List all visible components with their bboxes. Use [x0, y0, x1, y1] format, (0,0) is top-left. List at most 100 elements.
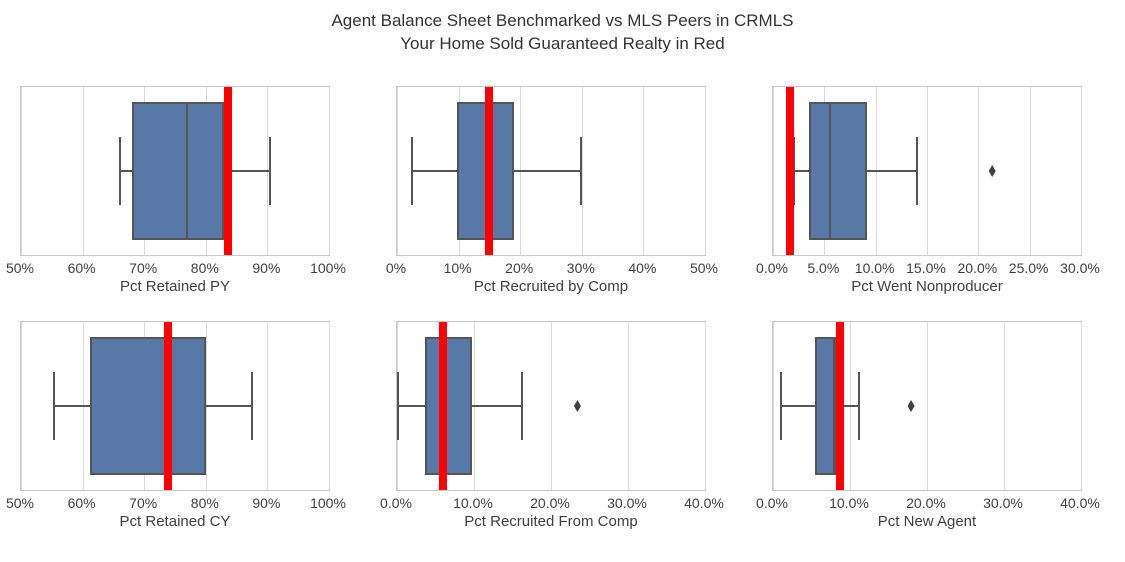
gridline — [773, 87, 774, 255]
whisker-cap-high — [858, 372, 861, 440]
x-tick-label: 0.0% — [756, 260, 788, 276]
gridline — [21, 322, 22, 490]
box — [808, 102, 868, 240]
gridline — [978, 87, 980, 255]
subplot-grid: 50% 60% 70% 80% 90% 100% Pct Retained PY 0% 10… — [6, 86, 1125, 531]
whisker-line-high — [471, 405, 522, 407]
x-tick-label: 50% — [5, 260, 35, 276]
plot-area — [772, 86, 1082, 256]
chart-title: Agent Balance Sheet Benchmarked vs MLS P… — [331, 11, 794, 30]
subplot-pct-retained-py: 50% 60% 70% 80% 90% 100% Pct Retained PY — [6, 86, 346, 296]
plot-area — [20, 86, 330, 256]
x-tick-label: 10% — [443, 260, 472, 276]
x-tick-label: 90% — [252, 260, 281, 276]
x-tick-label: 10.0% — [829, 495, 869, 511]
gridline — [329, 322, 330, 490]
gridline — [551, 322, 552, 490]
x-tick-label: 50% — [689, 260, 719, 276]
box — [425, 337, 472, 475]
company-marker-line — [835, 322, 844, 490]
x-tick-label: 30.0% — [607, 495, 647, 511]
x-tick-label: 20.0% — [530, 495, 570, 511]
gridline — [1081, 322, 1082, 490]
company-marker-line — [163, 322, 172, 490]
gridline — [82, 87, 84, 255]
gridline — [21, 87, 22, 255]
gridline — [773, 322, 774, 490]
subplot-pct-went-nonproducer: 0.0% 5.0% 10.0% 15.0% 20.0% 25.0% 30.0% Pct We… — [756, 86, 1100, 296]
x-axis-tick-row: 0.0% 10.0% 20.0% 30.0% 40.0% — [380, 495, 724, 513]
x-tick-label: 30.0% — [983, 495, 1023, 511]
whisker-line-low — [53, 405, 90, 407]
x-tick-label: 40.0% — [1060, 495, 1100, 511]
x-tick-label: 70% — [129, 495, 158, 511]
x-tick-label: 80% — [190, 495, 219, 511]
x-tick-label: 20.0% — [957, 260, 998, 276]
x-tick-label: 80% — [190, 260, 219, 276]
x-axis-label: Pct Went Nonproducer — [851, 278, 1003, 295]
outlier-point — [573, 400, 581, 412]
gridline — [1004, 322, 1005, 490]
median-line — [186, 102, 189, 240]
whisker-line-high — [834, 405, 860, 407]
plot-area — [20, 321, 330, 491]
x-axis-tick-row: 0.0% 5.0% 10.0% 15.0% 20.0% 25.0% 30.0% — [756, 260, 1100, 278]
whisker-line-high — [514, 170, 581, 172]
whisker-cap-low — [118, 137, 121, 205]
x-tick-label: 70% — [129, 260, 158, 276]
subplot-pct-recruited-by-comp: 0% 10% 20% 30% 40% 50% Pct Recruited by Comp — [386, 86, 718, 296]
plot-area — [396, 321, 706, 491]
x-tick-label: 20.0% — [906, 495, 946, 511]
x-axis-label: Pct Retained CY — [119, 513, 231, 530]
x-axis-tick-row: 0.0% 10.0% 20.0% 30.0% 40.0% — [756, 495, 1100, 513]
x-tick-label: 100% — [310, 260, 346, 276]
x-tick-label: 40.0% — [684, 495, 724, 511]
x-tick-label: 10.0% — [453, 495, 493, 511]
gridline — [705, 87, 706, 255]
whisker-line-low — [793, 170, 809, 172]
plot-area — [772, 321, 1082, 491]
company-marker-line — [223, 87, 232, 255]
gridline — [927, 322, 928, 490]
x-tick-label: 30.0% — [1060, 260, 1100, 276]
subplot-pct-recruited-from-comp: 0.0% 10.0% 20.0% 30.0% 40.0% Pct Recruited F… — [380, 321, 724, 531]
x-axis-label: Pct Recruited From Comp — [464, 513, 638, 530]
x-tick-label: 20% — [505, 260, 534, 276]
x-tick-label: 40% — [628, 260, 657, 276]
whisker-cap-low — [52, 372, 55, 440]
whisker-line-low — [397, 405, 426, 407]
gridline — [628, 322, 629, 490]
x-axis-label: Pct Retained PY — [119, 278, 231, 295]
company-marker-line — [485, 87, 494, 255]
x-axis-label: Pct Recruited by Comp — [473, 278, 629, 295]
x-tick-label: 100% — [310, 495, 346, 511]
gridline — [329, 87, 330, 255]
box — [814, 337, 835, 475]
whisker-cap-low — [396, 372, 399, 440]
whisker-line-low — [119, 170, 132, 172]
x-tick-label: 5.0% — [807, 260, 840, 276]
x-tick-label: 0.0% — [756, 495, 788, 511]
whisker-cap-high — [579, 137, 582, 205]
median-line — [829, 102, 832, 240]
x-tick-label: 60% — [67, 495, 96, 511]
x-tick-label: 15.0% — [906, 260, 946, 276]
chart-subtitle: Your Home Sold Guaranteed Realty in Red — [400, 34, 725, 53]
x-tick-label: 60% — [67, 260, 96, 276]
company-marker-line — [786, 87, 795, 255]
whisker-cap-low — [411, 137, 414, 205]
gridline — [705, 322, 706, 490]
whisker-line-high — [205, 405, 252, 407]
subplot-pct-new-agent: 0.0% 10.0% 20.0% 30.0% 40.0% Pct New Agent — [756, 321, 1100, 531]
gridline — [581, 87, 583, 255]
outlier-point — [988, 165, 996, 177]
whisker-line-high — [867, 170, 917, 172]
gridline — [927, 87, 928, 255]
gridline — [267, 322, 269, 490]
gridline — [397, 87, 398, 255]
whisker-cap-high — [251, 372, 253, 440]
x-tick-label: 0% — [385, 260, 407, 276]
x-axis-tick-row: 0% 10% 20% 30% 40% 50% — [386, 260, 718, 278]
whisker-cap-high — [269, 137, 272, 205]
